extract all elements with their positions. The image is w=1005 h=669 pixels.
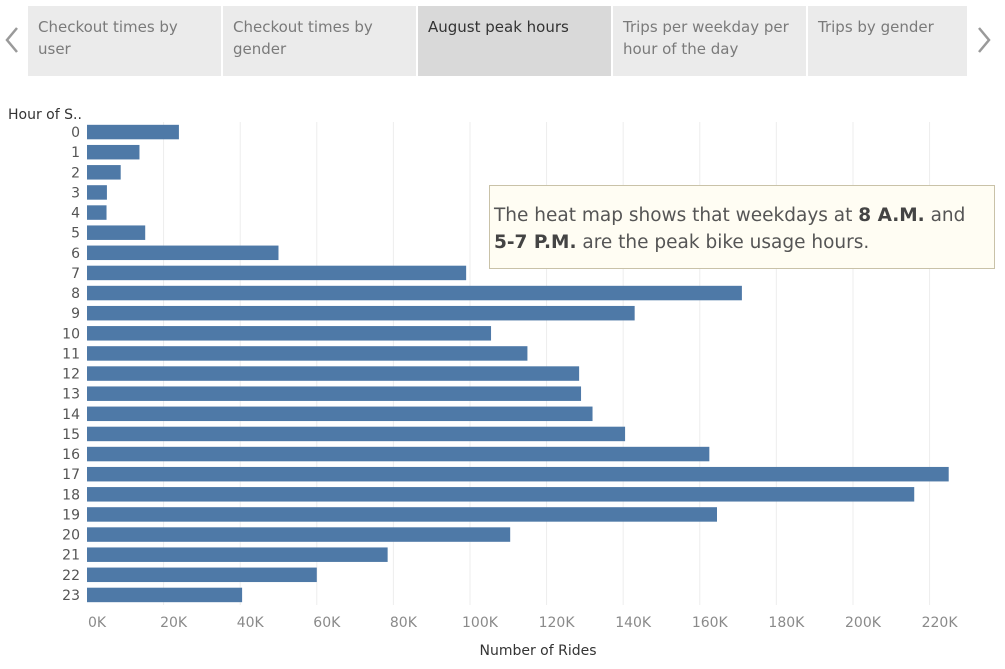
annotation-text: The heat map shows that weekdays at	[494, 205, 859, 226]
x-axis-title: Number of Rides	[479, 643, 596, 659]
bar-hour-3[interactable]	[87, 185, 107, 200]
bar-hour-13[interactable]	[87, 386, 582, 401]
y-tick-label: 19	[62, 507, 80, 523]
y-tick-label: 2	[71, 165, 80, 181]
bar-hour-1[interactable]	[87, 144, 140, 160]
tab-trips-per-weekday-per-hour[interactable]: Trips per weekday per hour of the day	[613, 6, 806, 76]
y-tick-label: 5	[71, 226, 80, 242]
tab-august-peak-hours[interactable]: August peak hours	[418, 6, 611, 76]
tab-checkout-times-by-gender[interactable]: Checkout times by gender	[223, 6, 416, 76]
bar-hour-0[interactable]	[87, 124, 179, 140]
bar-hour-19[interactable]	[87, 507, 717, 522]
y-tick-label: 12	[62, 367, 80, 383]
prev-tab-button[interactable]	[0, 22, 24, 58]
x-tick-label: 200K	[845, 615, 882, 631]
x-tick-label: 220K	[922, 615, 959, 631]
y-tick-label: 15	[62, 427, 80, 443]
bar-hour-22[interactable]	[87, 567, 317, 583]
bar-hour-15[interactable]	[87, 426, 626, 442]
bar-hour-7[interactable]	[87, 265, 467, 281]
y-tick-label: 0	[71, 125, 80, 141]
bar-hour-8[interactable]	[87, 285, 742, 301]
bar-hour-14[interactable]	[87, 406, 593, 422]
tab-bar: Checkout times by user Checkout times by…	[0, 0, 1005, 80]
bar-hour-16[interactable]	[87, 446, 710, 462]
y-tick-label: 1	[71, 145, 80, 161]
y-tick-label: 23	[62, 588, 80, 604]
annotation-box: The heat map shows that weekdays at 8 A.…	[489, 185, 995, 269]
y-tick-label: 6	[71, 246, 80, 262]
annotation-text: and	[924, 205, 966, 226]
chevron-right-icon	[978, 27, 991, 53]
bar-hour-2[interactable]	[87, 165, 121, 180]
y-tick-label: 10	[62, 326, 80, 342]
y-tick-label: 3	[71, 185, 80, 201]
y-tick-label: 9	[71, 306, 80, 322]
y-tick-label: 22	[62, 568, 80, 584]
annotation-highlight-morning: 8 A.M.	[858, 205, 925, 226]
x-tick-label: 180K	[768, 615, 805, 631]
bar-hour-9[interactable]	[87, 305, 635, 321]
bar-hour-5[interactable]	[87, 225, 146, 240]
x-tick-label: 120K	[539, 615, 576, 631]
bar-hour-4[interactable]	[87, 205, 107, 220]
x-tick-label: 160K	[692, 615, 729, 631]
x-tick-label: 20K	[160, 615, 188, 631]
tab-checkout-times-by-user[interactable]: Checkout times by user	[28, 6, 221, 76]
x-tick-label: 60K	[313, 615, 341, 631]
x-tick-label: 80K	[390, 615, 418, 631]
y-axis-title: Hour of S..	[8, 107, 82, 123]
annotation-text: are the peak bike usage hours.	[576, 232, 870, 253]
chart-bars	[87, 124, 949, 603]
y-tick-label: 20	[62, 528, 80, 544]
y-tick-label: 17	[62, 467, 80, 483]
x-tick-label: 100K	[462, 615, 499, 631]
y-tick-label: 14	[62, 407, 80, 423]
y-tick-label: 18	[62, 487, 80, 503]
y-tick-label: 11	[62, 346, 80, 362]
y-tick-label: 16	[62, 447, 80, 463]
bar-hour-11[interactable]	[87, 346, 528, 361]
y-tick-label: 21	[62, 548, 80, 564]
bar-hour-20[interactable]	[87, 527, 511, 542]
bar-hour-17[interactable]	[87, 466, 949, 482]
y-tick-label: 13	[62, 387, 80, 403]
x-tick-label: 40K	[237, 615, 265, 631]
bar-hour-12[interactable]	[87, 366, 580, 381]
tab-trips-by-gender[interactable]: Trips by gender	[808, 6, 967, 76]
bar-hour-10[interactable]	[87, 326, 492, 341]
bar-hour-21[interactable]	[87, 547, 388, 562]
x-tick-label: 0K	[88, 615, 107, 631]
chevron-left-icon	[5, 27, 18, 53]
next-tab-button[interactable]	[972, 22, 996, 58]
annotation-highlight-evening: 5-7 P.M.	[494, 232, 577, 253]
y-tick-label: 8	[71, 286, 80, 302]
y-tick-label: 4	[71, 206, 80, 222]
x-tick-label: 140K	[615, 615, 652, 631]
bar-hour-6[interactable]	[87, 245, 279, 261]
bar-hour-23[interactable]	[87, 587, 243, 603]
x-axis-tick-labels: 0K 20K 40K 60K 80K 100K 120K 140K 160K 180K 200K 22…	[88, 615, 958, 631]
y-tick-label: 7	[71, 266, 80, 282]
bar-hour-18[interactable]	[87, 487, 915, 502]
